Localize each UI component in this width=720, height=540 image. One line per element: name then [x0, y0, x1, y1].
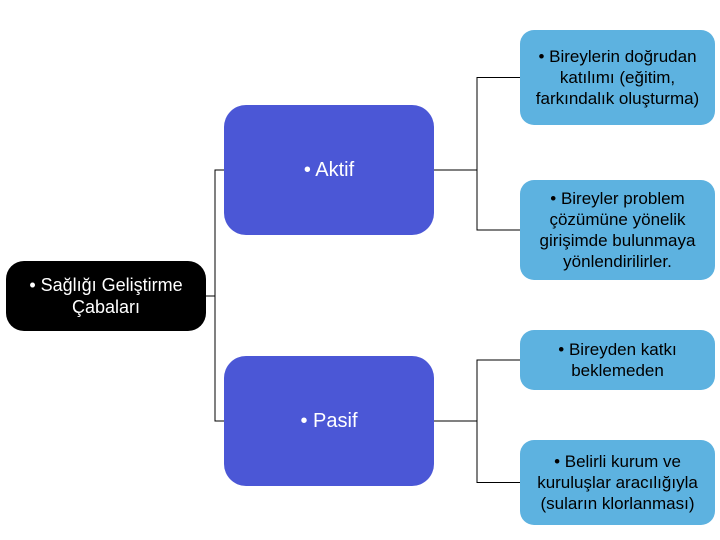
- node-leaf-1: • Bireylerin doğrudan katılımı (eğitim, …: [520, 30, 715, 125]
- node-leaf-3-label: • Bireyden katkı beklemeden: [530, 339, 705, 382]
- node-aktif-label: • Aktif: [304, 158, 354, 183]
- node-leaf-4-label: • Belirli kurum ve kuruluşlar aracılığıy…: [530, 451, 705, 515]
- edge-aktif-leaf1: [434, 78, 520, 171]
- node-aktif: • Aktif: [224, 105, 434, 235]
- edge-aktif-leaf2: [434, 170, 520, 230]
- edge-root-pasif: [206, 296, 224, 421]
- node-leaf-2-label: • Bireyler problem çözümüne yönelik giri…: [530, 188, 705, 273]
- node-root-label: • Sağlığı Geliştirme Çabaları: [16, 274, 196, 319]
- node-leaf-3: • Bireyden katkı beklemeden: [520, 330, 715, 390]
- node-root: • Sağlığı Geliştirme Çabaları: [6, 261, 206, 331]
- edge-pasif-leaf4: [434, 421, 520, 483]
- node-leaf-4: • Belirli kurum ve kuruluşlar aracılığıy…: [520, 440, 715, 525]
- edge-pasif-leaf3: [434, 360, 520, 421]
- node-pasif: • Pasif: [224, 356, 434, 486]
- node-pasif-label: • Pasif: [300, 409, 357, 434]
- edge-root-aktif: [206, 170, 224, 296]
- diagram-canvas: • Sağlığı Geliştirme Çabaları • Aktif • …: [0, 0, 720, 540]
- node-leaf-2: • Bireyler problem çözümüne yönelik giri…: [520, 180, 715, 280]
- node-leaf-1-label: • Bireylerin doğrudan katılımı (eğitim, …: [530, 46, 705, 110]
